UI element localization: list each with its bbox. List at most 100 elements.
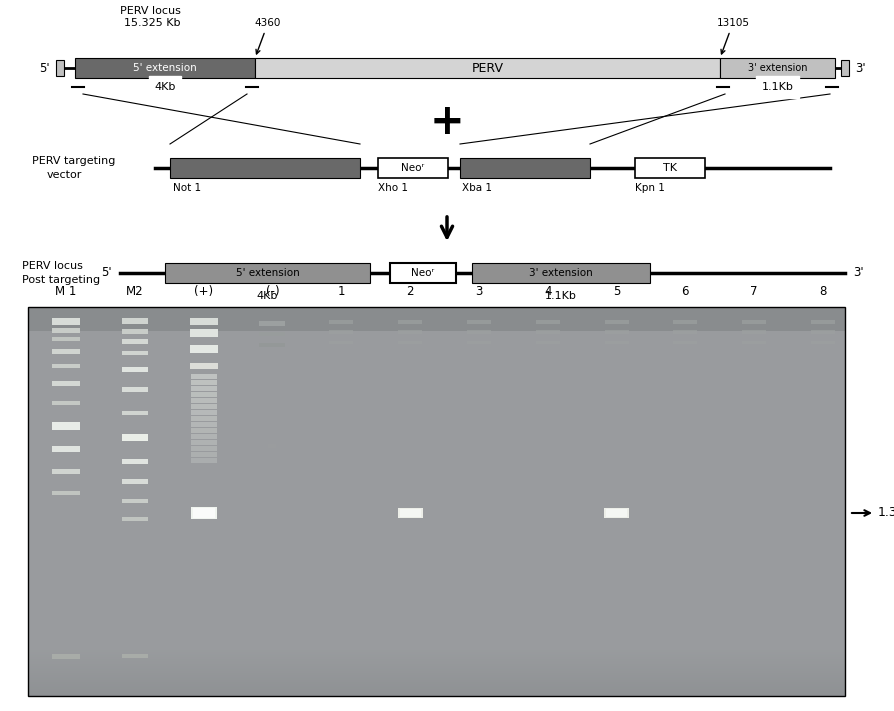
Bar <box>52 401 80 405</box>
Text: +: + <box>430 101 464 143</box>
Bar <box>52 380 80 385</box>
Text: (+): (+) <box>194 285 213 298</box>
Bar <box>720 58 835 78</box>
Bar <box>52 653 80 658</box>
Bar <box>190 457 216 462</box>
Bar <box>190 439 216 444</box>
Bar <box>122 318 148 324</box>
Bar <box>467 330 491 334</box>
Bar <box>398 508 423 518</box>
Bar <box>52 491 80 495</box>
Text: 4Kb: 4Kb <box>257 291 278 301</box>
Bar <box>190 410 216 415</box>
Text: M2: M2 <box>126 285 144 298</box>
Bar <box>190 345 217 353</box>
Bar <box>190 415 216 420</box>
Text: 3': 3' <box>853 267 864 279</box>
Bar <box>192 508 215 518</box>
Bar <box>398 341 422 343</box>
Text: 3' extension: 3' extension <box>747 63 807 73</box>
Bar <box>259 343 285 347</box>
Text: 13105: 13105 <box>716 18 749 54</box>
Text: Xho 1: Xho 1 <box>378 183 408 193</box>
Text: 5': 5' <box>39 61 50 75</box>
Bar <box>52 422 80 430</box>
Bar <box>122 434 148 441</box>
Bar <box>52 469 80 474</box>
Bar <box>841 60 849 76</box>
Bar <box>56 60 64 76</box>
Text: 3' extension: 3' extension <box>529 268 593 278</box>
Text: Post targeting: Post targeting <box>22 275 100 285</box>
Bar <box>268 444 276 448</box>
Bar <box>673 320 697 324</box>
Text: Not 1: Not 1 <box>173 183 201 193</box>
Bar <box>190 397 216 402</box>
Bar <box>400 509 420 517</box>
Text: TK: TK <box>663 163 677 173</box>
Bar <box>604 508 629 518</box>
Bar <box>122 328 148 333</box>
Text: 5' extension: 5' extension <box>133 63 197 73</box>
Bar <box>122 351 148 355</box>
Text: Neoʳ: Neoʳ <box>401 163 425 173</box>
Bar <box>604 341 628 343</box>
Bar <box>190 380 216 385</box>
Text: 1: 1 <box>338 285 345 298</box>
Bar <box>673 330 697 334</box>
Bar <box>811 330 835 334</box>
Bar <box>122 517 148 521</box>
Text: PERV locus: PERV locus <box>120 6 181 16</box>
Bar <box>190 434 216 439</box>
Bar <box>52 364 80 368</box>
Bar <box>536 341 560 343</box>
Text: 15.325 Kb: 15.325 Kb <box>124 18 181 28</box>
Bar <box>190 446 216 451</box>
Bar <box>329 330 353 334</box>
Text: 6: 6 <box>681 285 689 298</box>
Text: 4: 4 <box>544 285 552 298</box>
Bar <box>122 411 148 415</box>
Text: Xba 1: Xba 1 <box>462 183 492 193</box>
Bar <box>472 263 650 283</box>
Bar <box>536 320 560 324</box>
Text: 2: 2 <box>407 285 414 298</box>
Text: 3: 3 <box>476 285 483 298</box>
Bar <box>398 330 422 334</box>
Bar <box>122 499 148 503</box>
Text: 5: 5 <box>613 285 620 298</box>
Bar <box>190 329 217 337</box>
Bar <box>635 158 705 178</box>
Bar <box>329 341 353 343</box>
Text: (-): (-) <box>266 285 279 298</box>
Bar <box>52 318 80 324</box>
Text: PERV: PERV <box>471 61 503 75</box>
Bar <box>122 654 148 658</box>
Bar <box>398 320 422 324</box>
Bar <box>122 479 148 483</box>
Bar <box>75 58 255 78</box>
Text: vector: vector <box>47 170 82 180</box>
Bar <box>811 341 835 343</box>
Bar <box>811 320 835 324</box>
Bar <box>259 332 285 336</box>
Bar <box>259 321 285 326</box>
Bar <box>190 507 216 519</box>
Bar <box>122 459 148 464</box>
Bar <box>190 385 216 390</box>
Bar <box>329 320 353 324</box>
Bar <box>606 509 627 517</box>
Bar <box>460 158 590 178</box>
Text: 1.3kb: 1.3kb <box>878 506 894 520</box>
Bar <box>165 263 370 283</box>
Text: 3': 3' <box>855 61 865 75</box>
Text: 8: 8 <box>819 285 827 298</box>
Text: 5': 5' <box>101 267 112 279</box>
Bar <box>742 320 766 324</box>
Bar <box>190 404 216 409</box>
Bar <box>190 318 217 324</box>
Bar <box>190 427 216 432</box>
Bar <box>255 58 720 78</box>
Bar <box>604 320 628 324</box>
Bar <box>673 341 697 343</box>
